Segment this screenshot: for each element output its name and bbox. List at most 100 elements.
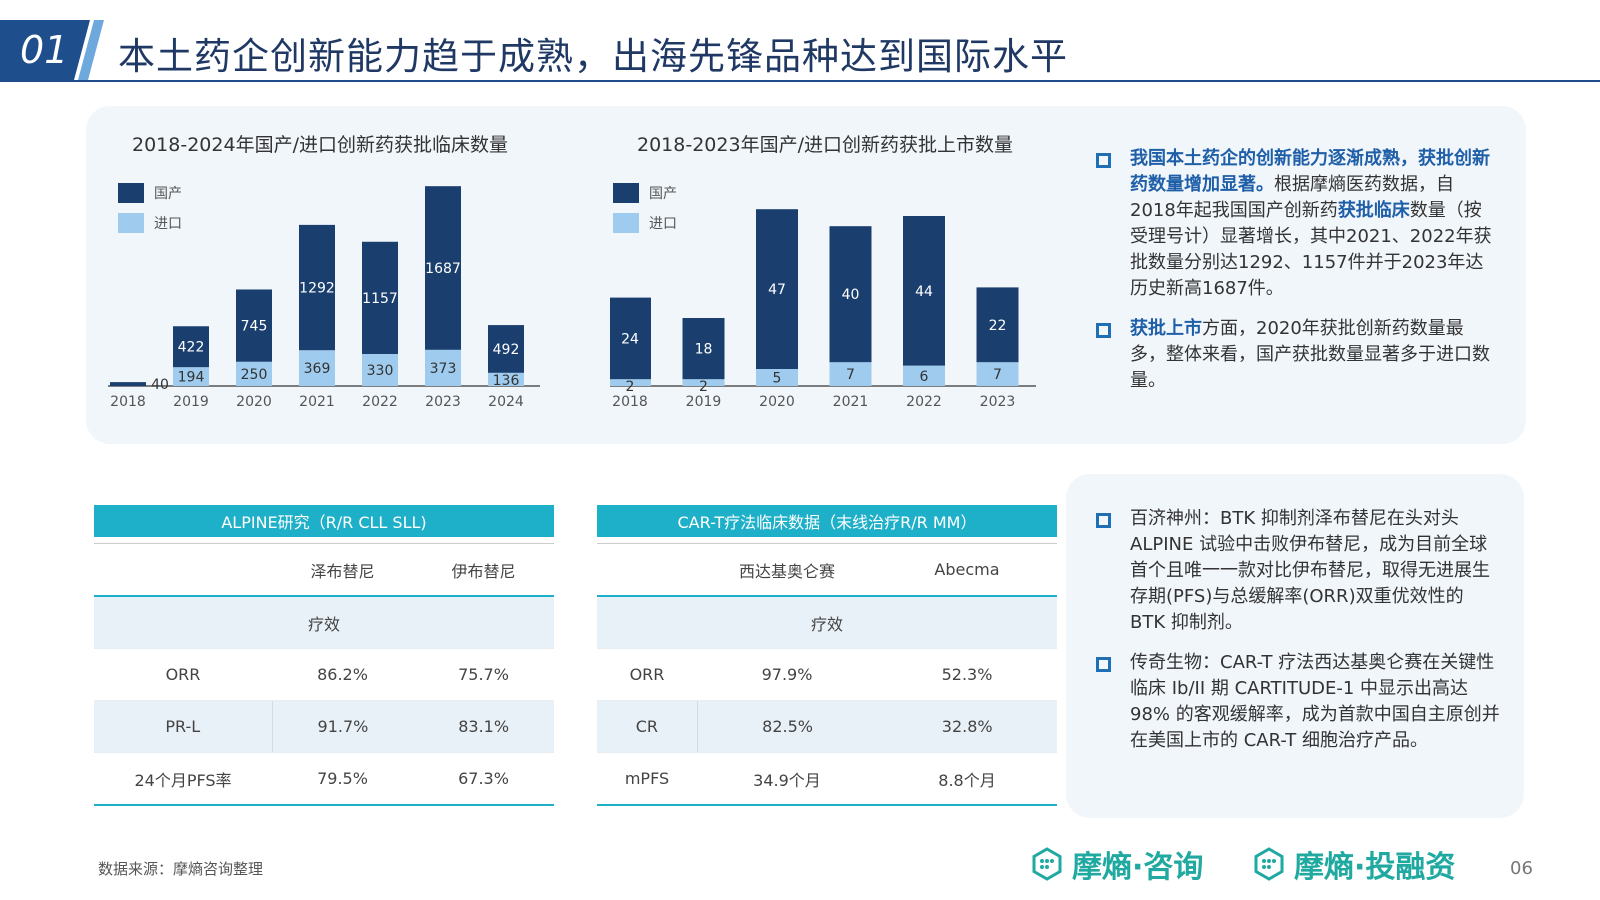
- legend-domestic-label-2: 国产: [649, 186, 677, 202]
- header-divider: [0, 80, 1600, 82]
- table-row: ORR 97.9% 52.3%: [597, 649, 1057, 701]
- bottom-bullet-list: 百济神州：BTK 抑制剂泽布替尼在头对头 ALPINE 试验中击败伊布替尼，成为…: [1092, 506, 1502, 768]
- bar-domestic: [299, 224, 335, 351]
- section-number-badge: 01: [0, 20, 104, 80]
- row-label: ORR: [629, 665, 665, 684]
- table-row: 24个月PFS率 79.5% 67.3%: [94, 753, 554, 806]
- bar-import: [610, 379, 651, 386]
- bar-domestic: [236, 289, 272, 362]
- square-bullet-icon: [1096, 153, 1111, 168]
- bar-import-label: 2: [626, 379, 635, 395]
- bar-domestic-label: 40: [151, 377, 169, 393]
- table-row: CR 82.5% 32.8%: [597, 701, 1057, 753]
- row-label: mPFS: [624, 769, 670, 788]
- header-cell: 泽布替尼: [310, 561, 375, 581]
- legend-import-2: 进口: [613, 208, 677, 238]
- bar-import: [829, 362, 872, 386]
- bar-domestic: [903, 216, 945, 366]
- legend-import: 进口: [118, 208, 182, 238]
- bullet-text: 百济神州：BTK 抑制剂泽布替尼在头对头 ALPINE 试验中击败伊布替尼，成为…: [1130, 508, 1490, 633]
- bar-import-label: 5: [773, 371, 782, 387]
- table-row: ORR 86.2% 75.7%: [94, 649, 554, 701]
- x-tick-label: 2023: [425, 394, 461, 410]
- bar-import: [299, 350, 335, 386]
- chart2-svg: 2422018182201947520204072021446202222720…: [610, 209, 1036, 410]
- chart1-title: 2018-2024年国产/进口创新药获批临床数量: [132, 134, 508, 156]
- x-tick-label: 2018: [612, 394, 648, 410]
- chart2-legend: 国产 进口: [613, 178, 677, 238]
- bar-domestic-label: 44: [915, 284, 933, 300]
- row-label: 24个月PFS率: [134, 770, 232, 790]
- bar-domestic-label: 1687: [425, 261, 461, 277]
- legend-import-label: 进口: [154, 216, 182, 232]
- section-label: 疗效: [307, 614, 340, 634]
- x-tick-label: 2024: [488, 394, 524, 410]
- square-bullet-icon: [1096, 513, 1111, 528]
- cell-value: 34.9个月: [753, 770, 821, 790]
- bar-import: [682, 379, 725, 386]
- square-bullet-icon: [1096, 323, 1111, 338]
- logo-mark-icon: [1032, 847, 1062, 881]
- bar-import: [425, 349, 461, 386]
- x-tick-label: 2019: [173, 394, 209, 410]
- bar-import-label: 373: [430, 361, 457, 377]
- cell-value: 83.1%: [458, 717, 510, 736]
- chart1-legend: 国产 进口: [118, 178, 182, 238]
- row-label: PR-L: [94, 701, 273, 752]
- bullet-text: 数量（按受理号计）显著增长，其中2021、2022年获批数量分别达1292、11…: [1130, 200, 1492, 299]
- x-tick-label: 2019: [686, 394, 722, 410]
- legend-domestic: 国产: [118, 178, 182, 208]
- cell-value: 75.7%: [458, 665, 509, 684]
- x-tick-label: 2022: [362, 394, 398, 410]
- bar-import-label: 2: [699, 379, 708, 395]
- bar-domestic: [488, 325, 524, 373]
- cell-value: 52.3%: [941, 665, 993, 684]
- bottom-bullet: 传奇生物：CAR-T 疗法西达基奥仑赛在关键性临床 Ib/II 期 CARTIT…: [1092, 650, 1502, 754]
- bar-domestic: [425, 186, 461, 350]
- bullet-text: 我国本土药企的创新能力逐渐成熟，获批创新药数量增加显著。: [1130, 148, 1490, 195]
- bar-domestic: [110, 382, 146, 386]
- x-tick-label: 2018: [110, 394, 146, 410]
- table-header-row: 泽布替尼 伊布替尼: [94, 543, 554, 597]
- bar-import-label: 330: [367, 363, 394, 379]
- bullet-text: 传奇生物：CAR-T 疗法西达基奥仑赛在关键性临床 Ib/II 期 CARTIT…: [1130, 652, 1500, 751]
- bullet-text: 根据摩熵医药数据，自2018年起我国国产创新药: [1130, 174, 1454, 221]
- bar-import: [236, 361, 272, 386]
- bar-import: [903, 365, 945, 386]
- cell-value: 8.8个月: [938, 770, 996, 790]
- section-number: 01: [20, 28, 69, 72]
- car-t-table-title: CAR-T疗法临床数据（末线治疗R/R MM）: [597, 505, 1057, 537]
- bar-domestic-label: 492: [493, 342, 520, 358]
- cell-value: 97.9%: [761, 665, 813, 684]
- top-bullet: 我国本土药企的创新能力逐渐成熟，获批创新药数量增加显著。根据摩熵医药数据，自20…: [1092, 146, 1492, 302]
- bar-import-label: 369: [304, 361, 331, 377]
- bar-domestic: [682, 318, 725, 380]
- alpine-table: ALPINE研究（R/R CLL SLL) 泽布替尼 伊布替尼 疗效 ORR 8…: [94, 505, 554, 806]
- bar-domestic-label: 22: [989, 318, 1007, 334]
- bullet-text: 方面，2020年获批创新药数量最多，整体来看，国产获批数量显著多于进口数量。: [1130, 318, 1490, 391]
- bottom-bullet: 百济神州：BTK 抑制剂泽布替尼在头对头 ALPINE 试验中击败伊布替尼，成为…: [1092, 506, 1502, 636]
- cell-value: 86.2%: [317, 665, 368, 684]
- section-label: 疗效: [810, 614, 843, 634]
- bar-import: [976, 362, 1019, 386]
- bar-import: [756, 369, 798, 386]
- x-tick-label: 2020: [759, 394, 795, 410]
- bar-domestic: [756, 209, 798, 369]
- bullet-text: 获批临床: [1337, 200, 1410, 221]
- bar-import-label: 136: [493, 373, 520, 389]
- cell-value: 82.5%: [762, 717, 813, 736]
- legend-domestic-2: 国产: [613, 178, 677, 208]
- bar-domestic-label: 1157: [362, 291, 398, 307]
- bar-domestic: [976, 287, 1019, 363]
- bar-import-label: 250: [241, 367, 268, 383]
- bar-domestic: [829, 226, 872, 363]
- top-bullet-list: 我国本土药企的创新能力逐渐成熟，获批创新药数量增加显著。根据摩熵医药数据，自20…: [1092, 146, 1492, 408]
- bar-import: [488, 372, 524, 386]
- data-source: 数据来源：摩熵咨询整理: [98, 860, 264, 878]
- header-cell: 西达基奥仑赛: [738, 561, 835, 581]
- bar-domestic-label: 745: [241, 319, 268, 335]
- page-title: 本土药企创新能力趋于成熟，出海先锋品种达到国际水平: [118, 35, 1068, 78]
- bar-domestic: [610, 297, 651, 380]
- header-cell: 伊布替尼: [451, 561, 516, 581]
- logo-investment: 摩熵·投融资: [1252, 842, 1455, 886]
